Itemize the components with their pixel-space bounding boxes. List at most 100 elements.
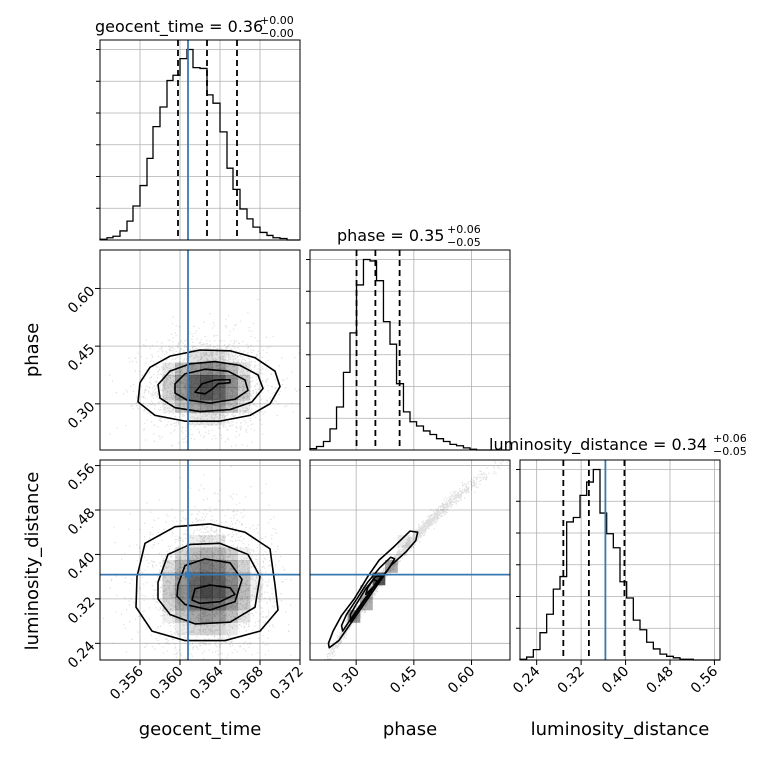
density-cell	[162, 610, 176, 623]
pair-plot-area	[100, 460, 300, 660]
density-cell	[187, 535, 201, 548]
pair-frame	[309, 459, 511, 661]
contour-level-1	[157, 542, 261, 625]
hist-background	[100, 40, 300, 240]
density-cell	[212, 585, 226, 598]
hist-panel-phase	[306, 249, 511, 451]
density-cell	[162, 375, 176, 388]
pair-panel-geocent-time-vs-luminosity-distance	[99, 459, 301, 661]
density-cell	[212, 375, 226, 388]
density-cell	[225, 350, 238, 363]
density-cell	[397, 535, 411, 548]
density-cell	[212, 622, 226, 636]
density-cell	[225, 622, 238, 636]
density-cell	[225, 387, 238, 401]
density-cell	[175, 375, 188, 388]
density-cell	[187, 350, 201, 363]
xlabel-luminosity-distance: luminosity_distance	[531, 719, 710, 740]
density-cell	[175, 547, 188, 561]
hist-frame	[99, 39, 301, 241]
x-tick-label-luminosity-distance: 0.32	[555, 664, 588, 697]
density-cell	[225, 572, 238, 586]
density-cell	[237, 560, 251, 573]
contour-level-2	[349, 574, 382, 622]
contour-level-1	[340, 556, 396, 632]
x-tick-label-phase: 0.45	[387, 664, 420, 697]
density-cell	[200, 412, 213, 426]
ylabel-phase: phase	[22, 323, 43, 377]
pair-panel-geocent-time-vs-phase	[99, 249, 301, 451]
hist-frame	[309, 249, 511, 451]
density-cell	[175, 400, 188, 413]
y-tick-label-phase: 0.30	[65, 399, 98, 432]
density-cell	[162, 362, 176, 376]
density-cell	[187, 412, 201, 426]
density-cell	[237, 610, 251, 623]
density-cell	[212, 560, 226, 573]
x-tick-label-geocent-time: 0.356	[107, 663, 147, 703]
contour-level-3	[364, 578, 379, 596]
ylabel-luminosity-distance: luminosity_distance	[22, 472, 43, 651]
contour-level-1	[157, 360, 264, 413]
xlabel-phase: phase	[383, 719, 437, 740]
density-cell	[187, 547, 201, 561]
x-tick-label-luminosity-distance: 0.56	[688, 663, 721, 696]
x-tick-label-phase: 0.30	[330, 664, 363, 697]
density-cell	[200, 547, 213, 561]
pair-plot-area	[100, 250, 300, 450]
panels-layer	[96, 39, 721, 661]
hist-panel-geocent-time	[96, 39, 301, 241]
title-phase: phase = 0.35	[337, 226, 444, 245]
x-tick-label-luminosity-distance: 0.24	[510, 663, 543, 696]
pair-background	[310, 460, 510, 660]
y-tick-label-luminosity-distance: 0.48	[65, 505, 98, 538]
y-tick-label-phase: 0.45	[65, 341, 98, 374]
density-cell	[200, 535, 213, 548]
density-cell	[237, 362, 251, 376]
pair-frame	[99, 249, 301, 451]
density-cell	[187, 375, 201, 388]
density-cell	[200, 572, 213, 586]
title-luminosity-distance-minus: −0.05	[713, 445, 747, 458]
pair-plot-area	[310, 460, 510, 660]
hist-frame	[519, 459, 721, 661]
density-cell	[162, 387, 176, 401]
title-geocent-time: geocent_time = 0.36	[95, 17, 263, 37]
density-cell	[250, 585, 263, 598]
density-cell	[212, 412, 226, 426]
density-cell	[225, 375, 238, 388]
title-luminosity-distance: luminosity_distance = 0.34	[489, 435, 707, 455]
axis-labels-layer: geocent_time phase luminosity_distance p…	[22, 323, 709, 740]
contour-level-2	[174, 368, 249, 404]
y-tick-label-luminosity-distance: 0.40	[65, 549, 98, 582]
density-cell	[200, 610, 213, 623]
density-cell	[187, 597, 201, 611]
density-cell	[162, 560, 176, 573]
density-cell	[162, 597, 176, 611]
density-cell	[200, 375, 213, 388]
hist-step-geocent-time	[99, 48, 300, 241]
density-cell	[175, 597, 188, 611]
x-tick-label-luminosity-distance: 0.40	[599, 664, 632, 697]
density-cell	[225, 547, 238, 561]
x-tick-label-geocent-time: 0.372	[267, 664, 307, 704]
hist-step-luminosity-distance	[519, 468, 720, 661]
titles-layer: geocent_time = 0.36 +0.00 −0.00 phase = …	[95, 14, 747, 458]
y-tick-label-luminosity-distance: 0.56	[65, 461, 98, 494]
density-cell	[212, 350, 226, 363]
title-geocent-time-minus: −0.00	[260, 27, 294, 40]
density-cell	[175, 560, 188, 573]
density-cell	[212, 362, 226, 376]
title-phase-plus: +0.06	[447, 223, 481, 236]
xlabel-geocent-time: geocent_time	[139, 719, 262, 740]
density-cell	[162, 400, 176, 413]
density-cell	[175, 622, 188, 636]
sample-points	[102, 465, 292, 660]
density-cell	[212, 572, 226, 586]
contour-level-3	[194, 378, 231, 395]
y-tick-label-luminosity-distance: 0.32	[65, 594, 98, 627]
density-cell	[212, 610, 226, 623]
truth-marker	[185, 571, 191, 578]
density-cell	[225, 400, 238, 413]
